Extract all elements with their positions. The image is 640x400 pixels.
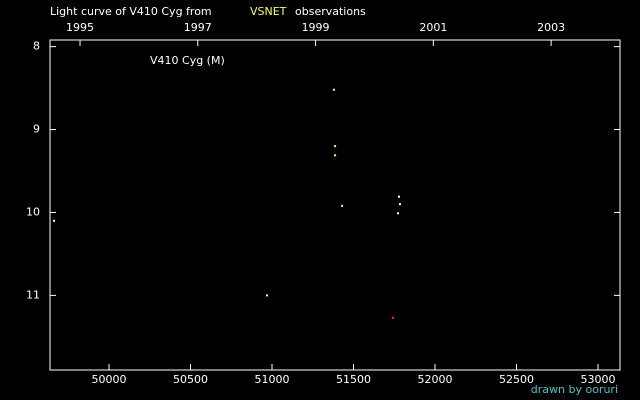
x2-tick-label: 2003	[537, 21, 565, 34]
data-point	[53, 219, 56, 222]
data-point	[397, 195, 400, 198]
chart-title-highlight: VSNET	[250, 5, 287, 18]
x2-tick-label: 2001	[419, 21, 447, 34]
y-tick-label: 11	[26, 288, 40, 301]
x2-tick-label: 1995	[66, 21, 94, 34]
data-point	[391, 316, 394, 319]
x-tick-label: 53000	[580, 373, 615, 386]
y-tick-label: 9	[33, 123, 40, 136]
star-label: V410 Cyg (M)	[150, 54, 225, 67]
data-point	[332, 88, 335, 91]
y-tick-label: 10	[26, 205, 40, 218]
chart-title: Light curve of V410 Cyg from	[50, 5, 212, 18]
data-point	[334, 154, 337, 157]
plot-frame	[49, 39, 621, 371]
x2-tick-label: 1999	[302, 21, 330, 34]
data-point	[398, 203, 401, 206]
chart-title-end: observations	[295, 5, 366, 18]
x-tick-label: 52500	[499, 373, 534, 386]
data-point	[341, 204, 344, 207]
x2-tick-label: 1997	[184, 21, 212, 34]
x-tick-label: 51000	[255, 373, 290, 386]
data-point	[265, 294, 268, 297]
x-tick-label: 51500	[336, 373, 371, 386]
x-tick-label: 50500	[173, 373, 208, 386]
x-tick-label: 50000	[92, 373, 127, 386]
x-tick-label: 52000	[417, 373, 452, 386]
credit: drawn by ooruri	[531, 383, 618, 396]
y-tick-label: 8	[33, 40, 40, 53]
data-point	[334, 145, 337, 148]
data-point	[396, 212, 399, 215]
